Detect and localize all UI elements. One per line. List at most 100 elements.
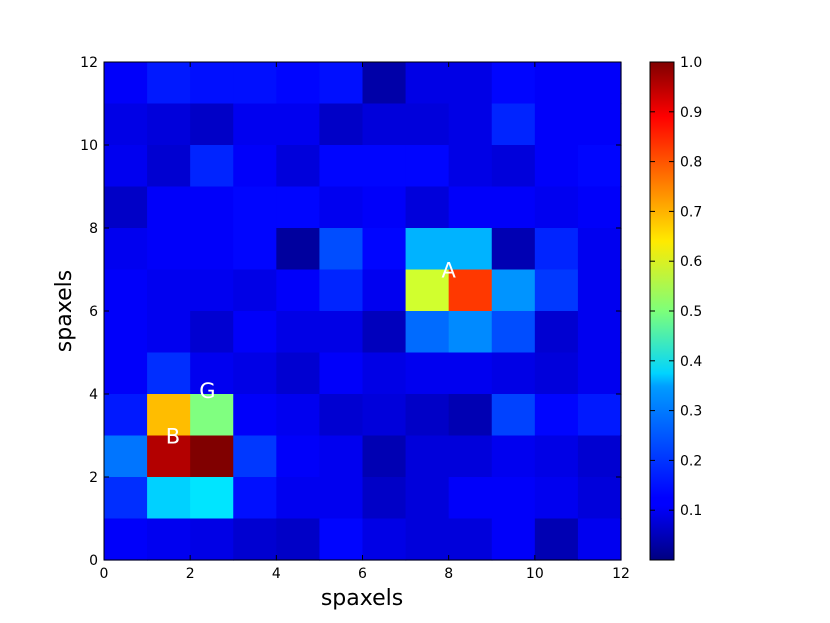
heatmap-cell [534, 145, 579, 188]
heatmap-cell [190, 269, 234, 312]
colorbar-tick-label: 0.4 [680, 354, 702, 370]
heatmap-cell [491, 435, 536, 478]
heatmap-cell [362, 435, 407, 478]
heatmap-cell [577, 62, 622, 105]
heatmap-cell [534, 394, 579, 437]
heatmap-cell [233, 435, 277, 478]
heatmap-cell [405, 435, 450, 478]
heatmap-cell [362, 394, 407, 437]
heatmap-cell [104, 269, 148, 312]
heatmap-cell [104, 394, 148, 437]
y-tick-label: 6 [89, 304, 98, 320]
heatmap-cell [448, 228, 493, 271]
heatmap-cell [104, 477, 148, 520]
heatmap-cell [276, 477, 321, 520]
heatmap-cell [276, 518, 321, 561]
heatmap-cell [577, 477, 622, 520]
heatmap-cell [491, 186, 536, 229]
heatmap-cell [491, 228, 536, 271]
heatmap-cell [319, 477, 364, 520]
colorbar-tick-label: 0.1 [680, 503, 702, 519]
heatmap-cell [104, 435, 148, 478]
heatmap-cell [276, 352, 321, 395]
y-axis-label: spaxels [52, 270, 77, 352]
heatmap-cell [448, 352, 493, 395]
x-tick-label: 4 [272, 566, 281, 582]
heatmap-cell [491, 518, 536, 561]
heatmap-cell [319, 435, 364, 478]
heatmap-cell [448, 394, 493, 437]
heatmap-cell [147, 477, 191, 520]
heatmap-cell [104, 62, 148, 105]
heatmap-cell [448, 269, 493, 312]
heatmap-cell [233, 228, 277, 271]
colorbar-tick-label: 0.9 [680, 105, 702, 121]
heatmap-cell [104, 103, 148, 146]
heatmap-cell [405, 62, 450, 105]
heatmap-cell [491, 62, 536, 105]
heatmap-cell [534, 352, 579, 395]
heatmap-cell [190, 311, 234, 354]
heatmap-cell [190, 394, 234, 437]
heatmap-cell [276, 62, 321, 105]
x-tick-label: 12 [612, 566, 630, 582]
heatmap-cell [491, 269, 536, 312]
colorbar-tick-label: 0.8 [680, 155, 702, 171]
heatmap-cell [233, 62, 277, 105]
heatmap-cell [491, 352, 536, 395]
heatmap-cells [104, 62, 622, 561]
annotation-label: G [199, 379, 215, 403]
heatmap-cell [405, 269, 450, 312]
heatmap-cell [104, 186, 148, 229]
heatmap-cell [190, 352, 234, 395]
heatmap-cell [319, 103, 364, 146]
heatmap-cell [577, 435, 622, 478]
heatmap-cell [190, 435, 234, 478]
heatmap-cell [448, 186, 493, 229]
heatmap-cell [491, 394, 536, 437]
heatmap-cell [147, 518, 191, 561]
heatmap-cell [104, 228, 148, 271]
heatmap-cell [577, 352, 622, 395]
heatmap-cell [362, 62, 407, 105]
heatmap-cell [405, 394, 450, 437]
colorbar-tick-label: 0.7 [680, 204, 702, 220]
heatmap-cell [405, 518, 450, 561]
heatmap-cell [190, 186, 234, 229]
heatmap-cell [362, 103, 407, 146]
heatmap-cell [491, 103, 536, 146]
heatmap-cell [448, 518, 493, 561]
y-tick-label: 10 [80, 138, 98, 154]
heatmap-cell [448, 145, 493, 188]
y-tick-label: 12 [80, 55, 98, 71]
heatmap-cell [362, 477, 407, 520]
heatmap-cell [233, 103, 277, 146]
heatmap-cell [577, 518, 622, 561]
heatmap-cell [534, 435, 579, 478]
heatmap-cell [577, 394, 622, 437]
annotation-label: B [166, 425, 180, 449]
heatmap-cell [147, 435, 191, 478]
heatmap-cell [534, 477, 579, 520]
heatmap-cell [448, 477, 493, 520]
heatmap-cell [104, 352, 148, 395]
colorbar-tick-label: 0.5 [680, 304, 702, 320]
heatmap-cell [147, 62, 191, 105]
heatmap-cell [534, 186, 579, 229]
heatmap-cell [276, 145, 321, 188]
y-tick-label: 2 [89, 470, 98, 486]
heatmap-cell [319, 62, 364, 105]
heatmap-cell [448, 103, 493, 146]
heatmap-cell [534, 228, 579, 271]
heatmap-cell [362, 228, 407, 271]
heatmap-cell [405, 186, 450, 229]
heatmap-cell [190, 228, 234, 271]
heatmap-cell [276, 186, 321, 229]
heatmap-cell [448, 435, 493, 478]
heatmap-cell [319, 145, 364, 188]
heatmap-cell [534, 269, 579, 312]
heatmap-cell [233, 145, 277, 188]
colorbar-tick-label: 0.2 [680, 453, 702, 469]
heatmap-cell [362, 186, 407, 229]
